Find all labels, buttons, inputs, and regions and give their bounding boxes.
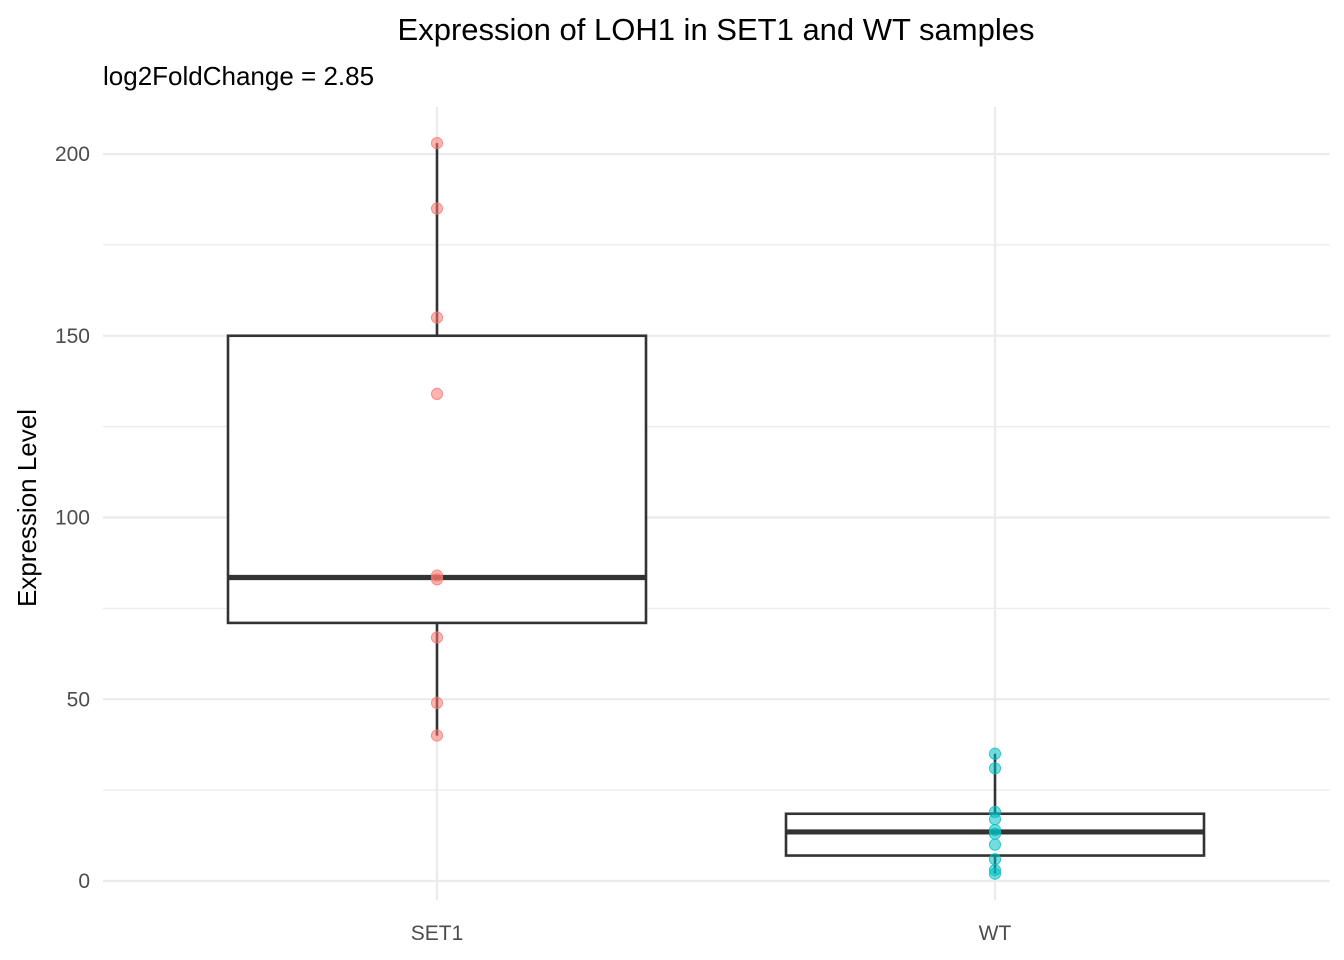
data-point-wt [988, 867, 1002, 880]
chart-subtitle: log2FoldChange = 2.85 [103, 61, 374, 91]
y-tick-label: 200 [55, 143, 90, 166]
y-axis-ticks: 0 50 100 150 200 [55, 143, 90, 893]
data-point-wt [988, 827, 1002, 840]
data-point-set1 [430, 311, 444, 324]
data-point-wt [988, 762, 1002, 775]
x-axis-ticks: SET1 WT [411, 922, 1012, 945]
y-axis-title: Expression Level [12, 409, 42, 607]
x-tick-label: WT [979, 922, 1012, 945]
data-point-set1 [430, 631, 444, 644]
data-point-set1 [430, 573, 444, 586]
data-point-wt [988, 838, 1002, 851]
data-point-wt [988, 813, 1002, 826]
data-point-set1 [430, 202, 444, 215]
data-point-set1 [430, 696, 444, 709]
x-tick-label: SET1 [411, 922, 464, 945]
y-tick-label: 100 [55, 507, 90, 530]
y-tick-label: 0 [78, 870, 90, 893]
data-point-wt [988, 853, 1002, 866]
boxes [226, 143, 1206, 874]
y-tick-label: 50 [67, 688, 90, 711]
y-tick-label: 150 [55, 325, 90, 348]
data-point-wt [988, 747, 1002, 760]
data-points [430, 136, 1002, 880]
box-set1 [226, 143, 648, 736]
data-point-set1 [430, 136, 444, 150]
chart-title: Expression of LOH1 in SET1 and WT sample… [398, 12, 1035, 47]
data-point-set1 [430, 729, 444, 742]
data-point-set1 [430, 387, 444, 401]
